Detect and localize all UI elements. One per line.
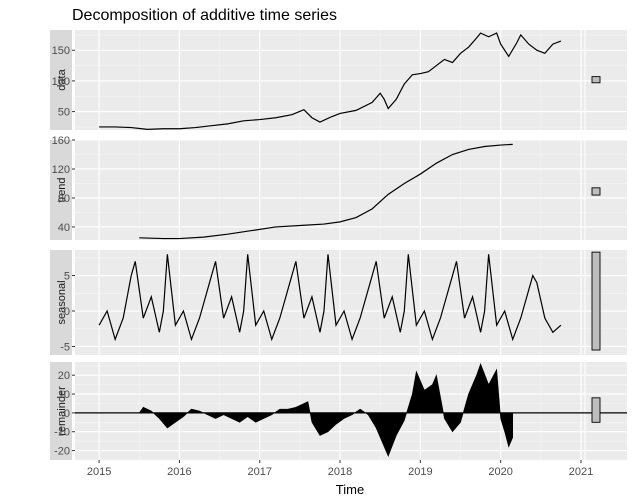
x-axis: 2015 2016 2017 2018 2019 2020 2021 [87, 460, 593, 478]
series-line-seasonal [98, 254, 562, 342]
strip-label-seasonal: seasonal [56, 280, 68, 324]
x-tick-label: 2019 [408, 466, 432, 478]
y-tick-label: 20 [58, 370, 70, 382]
y-tick-label: 120 [52, 164, 70, 176]
strip-label-data: data [56, 68, 68, 90]
y-tick-label: 40 [58, 222, 70, 234]
panel-remainder: remainder -20 -10 0 10 20 [50, 362, 627, 461]
y-tick-label: 5 [64, 271, 70, 283]
chart-title: Decomposition of additive time series [72, 7, 337, 24]
scale-bar-remainder [591, 397, 601, 423]
panel-trend: trend 40 80 120 160 [50, 135, 627, 240]
x-axis-title: Time [336, 482, 364, 497]
y-tick-label: 160 [52, 135, 70, 147]
y-tick-label: 0 [64, 306, 70, 318]
x-tick-label: 2016 [167, 466, 191, 478]
x-tick-label: 2020 [488, 466, 512, 478]
y-tick-label: -5 [60, 341, 70, 353]
x-tick-label: 2017 [247, 466, 271, 478]
panel-bg-remainder [75, 362, 627, 460]
y-tick-label: 150 [52, 45, 70, 57]
remainder-area [138, 363, 514, 458]
y-tick-label: 50 [58, 107, 70, 119]
series-line-data [99, 32, 562, 130]
panel-bg-seasonal [75, 250, 627, 355]
strip-data [50, 30, 72, 130]
y-tick-label: 10 [58, 389, 70, 401]
strip-trend [50, 140, 72, 240]
scale-bar-data [591, 76, 601, 84]
strip-seasonal [50, 250, 72, 355]
scale-bar-trend [591, 187, 601, 196]
panel-group: data50100150trend4080120160seasonal-505r… [50, 30, 627, 461]
panel-bg-data [75, 30, 627, 130]
scale-bar-seasonal [591, 251, 601, 351]
panel-seasonal: seasonal -5 0 5 [50, 250, 627, 355]
y-tick-label: 80 [58, 193, 70, 205]
strip-label-remainder: remainder [56, 386, 68, 436]
panel-data: data 50 100 150 [50, 30, 627, 130]
strip-remainder [50, 362, 72, 460]
y-tick-label: -20 [54, 446, 70, 458]
panel-bg-trend [75, 140, 627, 240]
y-tick-label: -10 [54, 427, 70, 439]
series-line-trend [139, 143, 513, 240]
strip-label-trend: trend [56, 177, 68, 202]
x-tick-label: 2018 [328, 466, 352, 478]
y-tick-label: 0 [64, 408, 70, 420]
x-tick-label: 2015 [87, 466, 111, 478]
y-tick-label: 100 [52, 76, 70, 88]
x-tick-label: 2021 [569, 466, 593, 478]
